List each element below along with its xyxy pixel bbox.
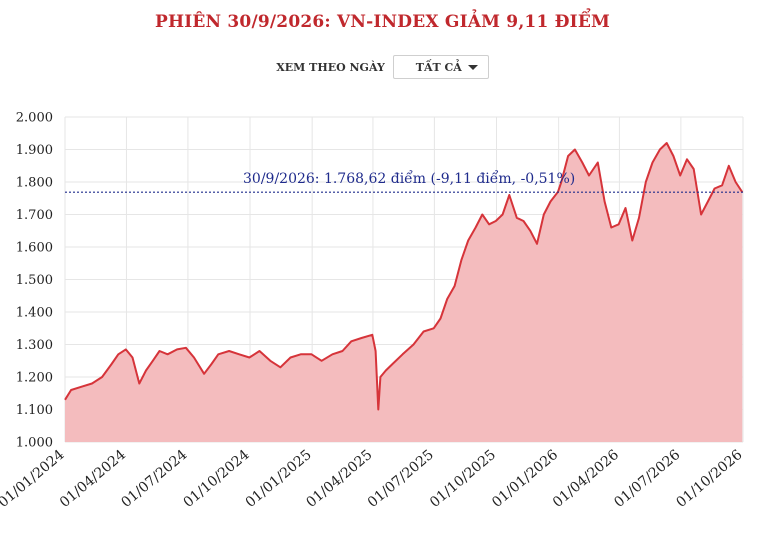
y-tick-label: 1.200 [16, 371, 53, 386]
y-tick-label: 1.800 [16, 176, 53, 191]
series-area [65, 143, 743, 442]
y-tick-label: 2.000 [16, 111, 53, 126]
series-line [64, 142, 744, 411]
x-tick-label: 01/01/2026 [489, 447, 561, 511]
y-tick-label: 1.700 [16, 208, 53, 223]
y-tick-label: 1.500 [16, 273, 53, 288]
x-tick-label: 01/04/2024 [57, 447, 129, 511]
y-axis: 1.000 1.100 1.200 1.300 1.400 1.500 1.600 1.700… [16, 111, 53, 451]
reference-label: 30/9/2026: 1.768,62 điểm (-9,11 điểm, -0… [243, 169, 575, 187]
filter-label: XEM THEO NGÀY [276, 60, 385, 74]
x-tick-label: 01/10/2024 [180, 447, 252, 511]
y-tick-label: 1.100 [16, 403, 53, 418]
y-tick-label: 1.400 [16, 306, 53, 321]
chart-title: PHIÊN 30/9/2026: VN-INDEX GIẢM 9,11 ĐIỂM [154, 12, 610, 32]
x-tick-label: 01/07/2026 [611, 447, 683, 511]
x-tick-label: 01/10/2025 [427, 447, 499, 511]
chevron-down-icon [467, 64, 478, 70]
x-tick-label: 01/01/2024 [0, 447, 68, 511]
x-tick-label: 01/04/2026 [550, 447, 622, 511]
range-select-value: TẤT CẢ [415, 60, 462, 74]
x-tick-label: 01/04/2025 [303, 447, 375, 511]
y-tick-label: 1.600 [16, 241, 53, 256]
range-select[interactable]: TẤT CẢ [392, 55, 489, 79]
y-tick-label: 1.900 [16, 143, 53, 158]
x-tick-label: 01/10/2026 [673, 447, 745, 511]
date-filter: XEM THEO NGÀY TẤT CẢ [0, 55, 765, 79]
y-tick-label: 1.000 [16, 436, 53, 451]
x-tick-label: 01/01/2025 [243, 447, 315, 511]
x-tick-label: 01/07/2025 [365, 447, 437, 511]
y-tick-label: 1.300 [16, 338, 53, 353]
x-axis: 01/01/202401/04/202401/07/202401/10/2024… [0, 447, 746, 511]
x-tick-label: 01/07/2024 [118, 447, 190, 511]
